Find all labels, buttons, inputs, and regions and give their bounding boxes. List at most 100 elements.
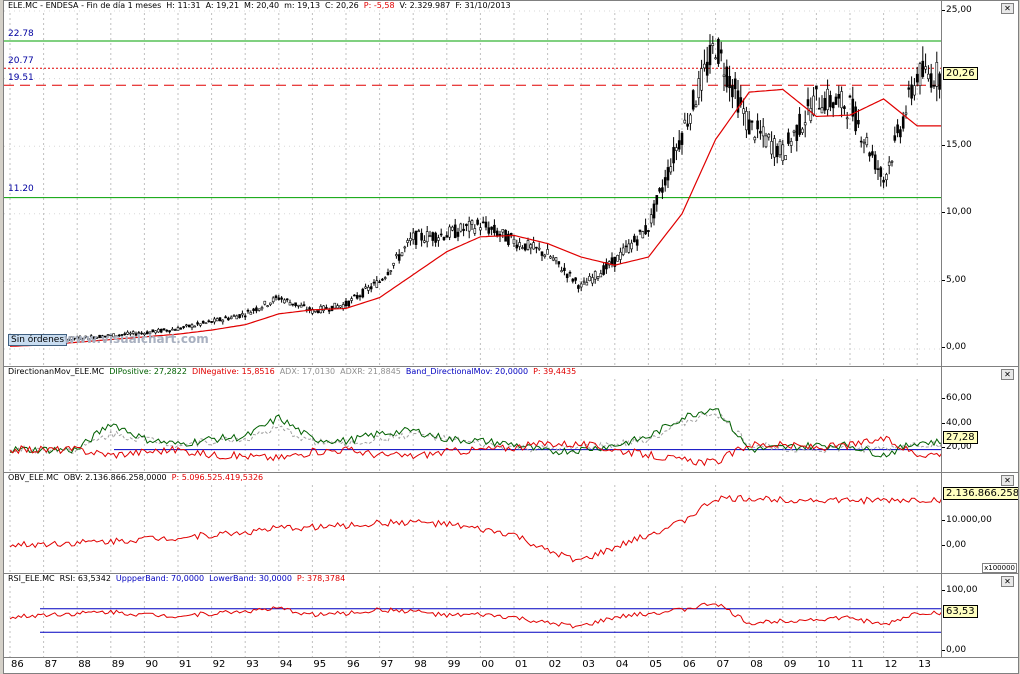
candle-body	[647, 230, 650, 233]
candle-body	[896, 124, 899, 134]
candle-body	[876, 168, 880, 171]
price-tick: 10,00	[942, 207, 972, 217]
candle-body	[495, 230, 499, 237]
close-icon[interactable]: ✕	[1001, 576, 1014, 587]
candle-body	[336, 305, 339, 309]
candle-body	[890, 160, 894, 163]
candle-body	[115, 335, 118, 338]
close-icon[interactable]: ✕	[1001, 475, 1014, 486]
pct-label: P: -5,58	[363, 1, 395, 10]
candle-body	[784, 155, 787, 160]
candle-body	[918, 63, 922, 86]
rsi-pane[interactable]: RSI_ELE.MC RSI: 63,5342 UppperBand: 70,000…	[3, 573, 942, 658]
level-label-22-78: 22.78	[8, 29, 34, 39]
candle-body	[887, 161, 891, 166]
candle-body	[915, 73, 919, 83]
candle-body	[369, 286, 373, 290]
candle-body	[599, 273, 603, 278]
candle-body	[669, 166, 673, 173]
candle-body	[756, 120, 759, 130]
candle-body	[473, 228, 477, 234]
candle-body	[395, 254, 398, 257]
candle-body	[207, 320, 211, 323]
candle-body	[484, 221, 488, 228]
candle-body	[389, 270, 393, 272]
candle-body	[95, 336, 99, 339]
candle-body	[159, 328, 163, 333]
volume-label: V: 2.329.987	[399, 1, 451, 10]
candle-body	[568, 271, 572, 274]
candle-body	[605, 262, 608, 270]
time-label: H: 11:31	[166, 1, 201, 10]
dmi-adx: ADX: 17,0130	[279, 367, 336, 376]
rsi-name: RSI_ELE.MC	[8, 574, 55, 583]
candle-body	[549, 256, 552, 259]
level-label-20-77: 20.77	[8, 56, 34, 66]
candle-body	[350, 298, 353, 301]
candle-body	[663, 177, 667, 186]
candle-body	[120, 334, 124, 336]
candle-body	[232, 315, 236, 317]
candle-body	[602, 265, 605, 275]
candle-body	[787, 132, 790, 144]
candle-body	[173, 329, 177, 331]
candle-body	[577, 285, 580, 289]
candle-body	[529, 244, 533, 249]
candle-body	[901, 116, 905, 129]
price-tick: 15,00	[942, 140, 972, 150]
candle-body	[932, 85, 936, 87]
candle-body	[938, 73, 941, 90]
last-price-badge: 20,26	[943, 67, 978, 80]
rsi-value: RSI: 63,5342	[59, 574, 111, 583]
candle-body	[417, 230, 421, 233]
obv-pane[interactable]: OBV_ELE.MC OBV: 2.136.866.258,0000 P: 5.09…	[3, 472, 942, 574]
candle-body	[451, 226, 454, 231]
candle-body	[557, 261, 561, 265]
x-tick-label: 98	[414, 659, 427, 670]
candle-body	[252, 308, 255, 311]
candle-body	[355, 295, 359, 299]
sin-ordenes-badge[interactable]: Sin órdenes	[8, 334, 68, 346]
candle-body	[193, 325, 197, 328]
candle-body	[588, 275, 591, 282]
low-label: m: 19,13	[284, 1, 321, 10]
candle-body	[145, 331, 149, 335]
candle-body	[610, 257, 614, 265]
candle-body	[773, 138, 776, 158]
candle-body	[694, 104, 698, 108]
candle-body	[705, 61, 709, 76]
candle-body	[675, 147, 678, 151]
close-icon[interactable]: ✕	[1001, 3, 1014, 14]
candle-body	[697, 78, 701, 99]
candle-body	[795, 124, 799, 141]
candle-body	[742, 108, 745, 114]
candle-body	[129, 332, 132, 335]
candle-body	[81, 338, 85, 341]
candle-body	[117, 334, 121, 337]
candle-body	[148, 331, 152, 334]
candle-body	[431, 232, 435, 241]
x-tick-label: 09	[783, 659, 797, 670]
obv-name: OBV_ELE.MC	[8, 473, 59, 482]
candle-body	[518, 242, 521, 247]
candle-body	[280, 297, 283, 300]
candle-body	[154, 330, 157, 334]
close-icon[interactable]: ✕	[1001, 369, 1014, 380]
price-chart-pane[interactable]: ELE.MC - ENDESA - Fin de día 1 meses H: 1…	[3, 0, 942, 367]
x-tick-label: 00	[481, 659, 495, 670]
open-label: A: 19,21	[205, 1, 240, 10]
candle-body	[92, 336, 96, 339]
candle-body	[803, 122, 807, 126]
candle-body	[857, 119, 860, 125]
candle-body	[815, 85, 818, 90]
candle-body	[73, 337, 76, 340]
dmi-pane[interactable]: DirectionanMov_ELE.MC DIPositive: 27,2822…	[3, 366, 942, 473]
candle-body	[680, 132, 684, 145]
candle-body	[801, 128, 804, 133]
candle-body	[470, 220, 474, 225]
candle-body	[341, 304, 345, 309]
candle-body	[490, 226, 493, 230]
candle-body	[512, 238, 516, 244]
candle-body	[67, 338, 71, 341]
dmi-plot	[9, 379, 941, 472]
